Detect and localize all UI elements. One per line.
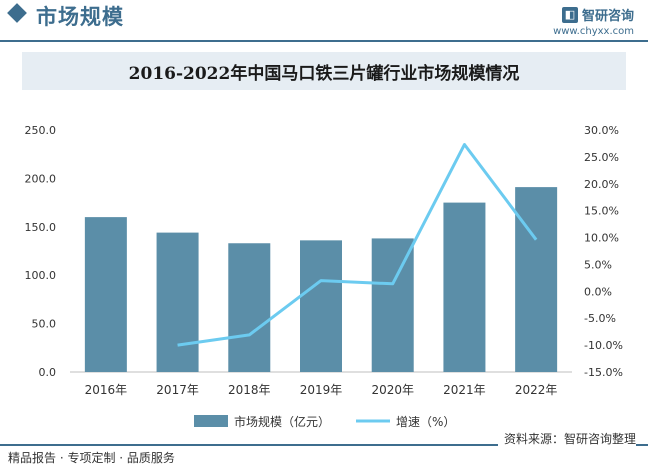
header: 市场规模 ◧ 智研咨询 www.chyxx.com: [0, 0, 648, 40]
legend-bar-label: 市场规模（亿元）: [234, 414, 330, 429]
bar: [156, 232, 199, 372]
x-tick-label: 2017年: [156, 383, 199, 397]
y-right-tick-label: 15.0%: [584, 205, 619, 218]
x-tick-label: 2016年: [85, 383, 128, 397]
x-tick-label: 2019年: [300, 383, 343, 397]
y-right-tick-label: 10.0%: [584, 232, 619, 245]
footer-divider: [0, 444, 648, 446]
brand-url: www.chyxx.com: [553, 26, 634, 37]
brand-logo-icon: ◧: [561, 6, 578, 23]
bar: [515, 187, 558, 372]
y-right-tick-label: 20.0%: [584, 178, 619, 191]
bar: [300, 240, 342, 372]
y-right-tick-label: -15.0%: [584, 366, 623, 379]
y-right-tick-label: -10.0%: [584, 339, 623, 352]
brand: ◧ 智研咨询 www.chyxx.com: [553, 4, 634, 37]
y-right-tick-label: 5.0%: [584, 258, 612, 271]
y-right-tick-label: 30.0%: [584, 124, 619, 137]
source-note: 资料来源：智研咨询整理: [497, 430, 636, 447]
x-tick-label: 2020年: [371, 383, 414, 397]
x-tick-label: 2022年: [515, 383, 558, 397]
brand-name: 智研咨询: [581, 9, 634, 24]
bar: [371, 238, 414, 372]
y-left-tick-label: 0.0: [39, 366, 57, 379]
chart-title: 2016-2022年中国马口铁三片罐行业市场规模情况: [128, 63, 520, 84]
legend-bar-swatch: [194, 415, 228, 427]
chart-title-box: 2016-2022年中国马口铁三片罐行业市场规模情况: [22, 52, 626, 90]
y-left-tick-label: 250.0: [25, 124, 57, 137]
section-title: 市场规模: [36, 5, 124, 29]
bar: [84, 217, 127, 372]
y-left-tick-label: 50.0: [32, 318, 57, 331]
y-right-tick-label: -5.0%: [584, 312, 616, 325]
legend-line-label: 增速（%）: [396, 415, 455, 429]
y-right-tick-label: 0.0%: [584, 285, 612, 298]
x-tick-label: 2018年: [228, 383, 271, 397]
y-left-tick-label: 100.0: [25, 269, 57, 282]
header-divider: [0, 40, 648, 42]
footer-tagline: 精品报告 · 专项定制 · 品质服务: [8, 451, 175, 465]
bar: [228, 243, 271, 372]
growth-line-series: [177, 143, 538, 347]
y-left-tick-label: 200.0: [25, 172, 57, 185]
bar: [443, 202, 486, 372]
y-right-tick-label: 25.0%: [584, 151, 619, 164]
y-left-tick-label: 150.0: [25, 221, 57, 234]
x-tick-label: 2021年: [443, 383, 486, 397]
